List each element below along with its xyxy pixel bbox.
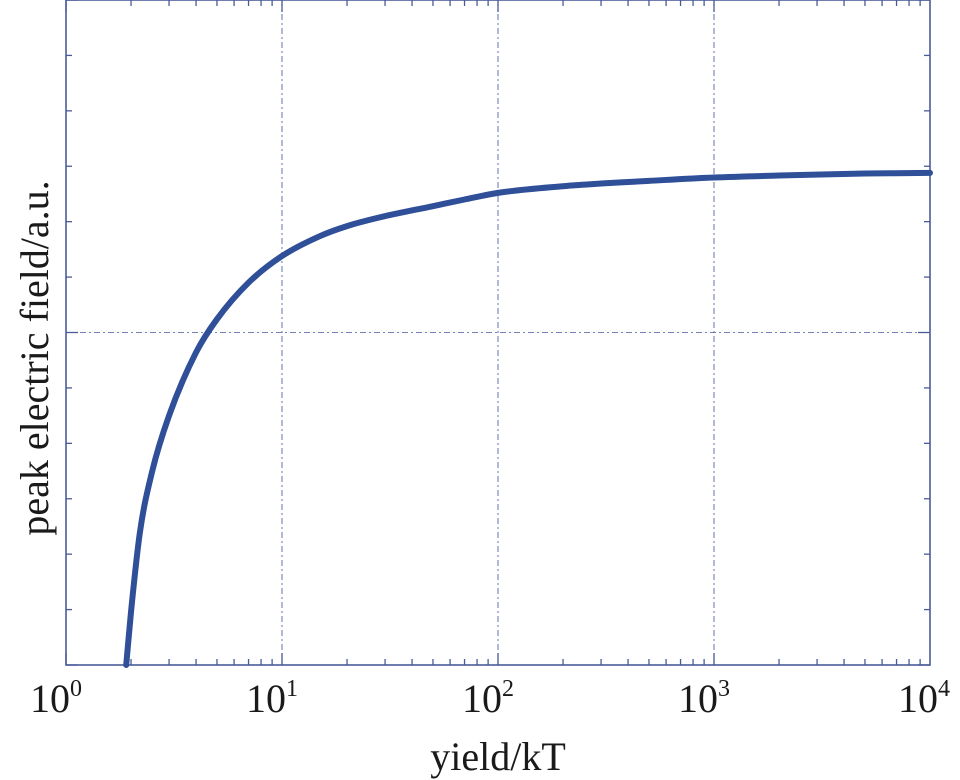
- x-tick-label: 100: [30, 676, 82, 721]
- plot-frame: [65, 0, 931, 666]
- grid-lines: [66, 0, 930, 665]
- x-tick-labels: 100 101 102 103 104: [30, 676, 950, 721]
- x-tick-label: 102: [462, 676, 514, 721]
- x-tick-label: 104: [898, 676, 950, 721]
- x-tick-label: 101: [246, 676, 298, 721]
- y-axis-label: peak electric field/a.u.: [12, 180, 57, 535]
- x-axis-label: yield/kT: [430, 734, 566, 779]
- x-tick-label: 103: [678, 676, 730, 721]
- series-line: [123, 169, 933, 668]
